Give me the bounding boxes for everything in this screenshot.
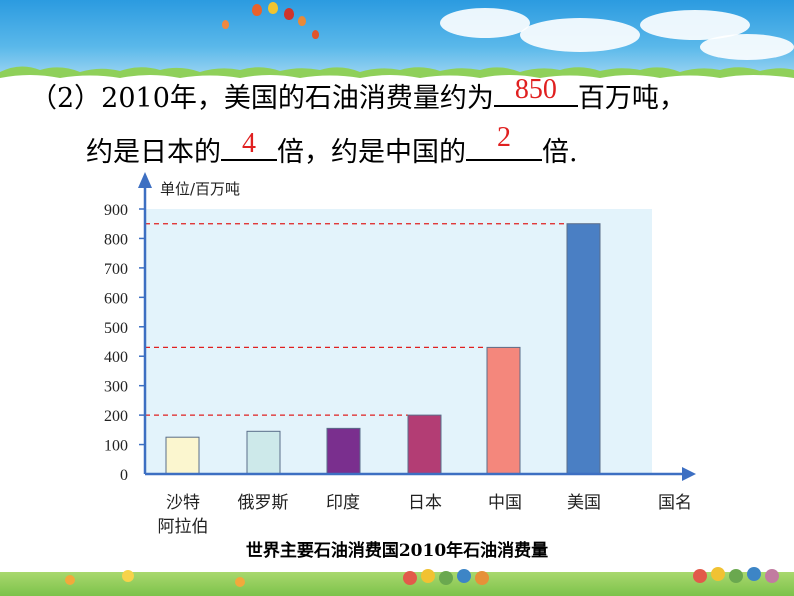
balloon-icon [298,16,306,26]
balloon-icon [312,30,319,39]
y-tick-label: 600 [104,290,128,307]
bar [407,414,442,475]
x-tick-label: 阿拉伯 [158,517,209,537]
y-tick-label: 800 [104,231,128,248]
bar [165,436,200,475]
question-text: 倍，约是中国的 [277,137,466,168]
answer-blank: 4 [221,128,277,161]
answer-blank: 2 [466,123,542,161]
x-tick-label: 沙特 [166,493,200,513]
x-tick-label: 印度 [326,493,360,513]
sky-banner [0,0,794,78]
grass-border [0,66,794,84]
bar [326,427,361,475]
y-axis-label: 单位/百万吨 [160,180,240,198]
cloud-decoration [520,18,640,52]
footer-decoration [65,567,779,587]
chart-title: 世界主要石油消费国2010年石油消费量 [245,541,549,561]
question-text: 倍. [542,137,578,168]
x-tick-label: 日本 [408,493,442,513]
question-text: 约是日本的 [86,137,221,168]
x-tick-label: 俄罗斯 [238,493,289,513]
answer-value: 2 [497,122,511,153]
y-tick-label: 0 [120,467,128,484]
bar [246,430,281,475]
x-tick-label: 美国 [567,493,601,513]
cloud-decoration [700,34,794,60]
answer-value: 4 [242,128,256,159]
y-axis-arrow [138,172,152,188]
balloon-icon [252,4,262,16]
x-axis-label: 国名 [658,493,692,513]
bar [566,223,601,475]
y-tick-label: 300 [104,379,128,396]
bar [486,346,521,475]
balloon-icon [268,2,278,14]
y-tick-label: 400 [104,349,128,366]
cloud-decoration [440,8,530,38]
y-tick-label: 700 [104,261,128,278]
y-tick-label: 200 [104,408,128,425]
answer-blank: 850 [493,74,578,107]
balloon-icon [284,8,294,20]
question-text: 百万吨， [577,83,686,114]
question-line-2: 约是日本的 4 倍，约是中国的 2 倍. [86,123,578,169]
x-tick-label: 中国 [488,493,522,513]
y-tick-label: 500 [104,320,128,337]
question-line-1: （2）2010年，美国的石油消费量约为 850 百万吨， [30,74,686,115]
y-tick-label: 100 [104,438,128,455]
answer-value: 850 [514,74,557,105]
question-text: （2）2010年，美国的石油消费量约为 [30,83,494,114]
y-tick-label: 900 [104,202,128,219]
x-axis-arrow [682,467,696,481]
balloon-icon [222,20,229,29]
